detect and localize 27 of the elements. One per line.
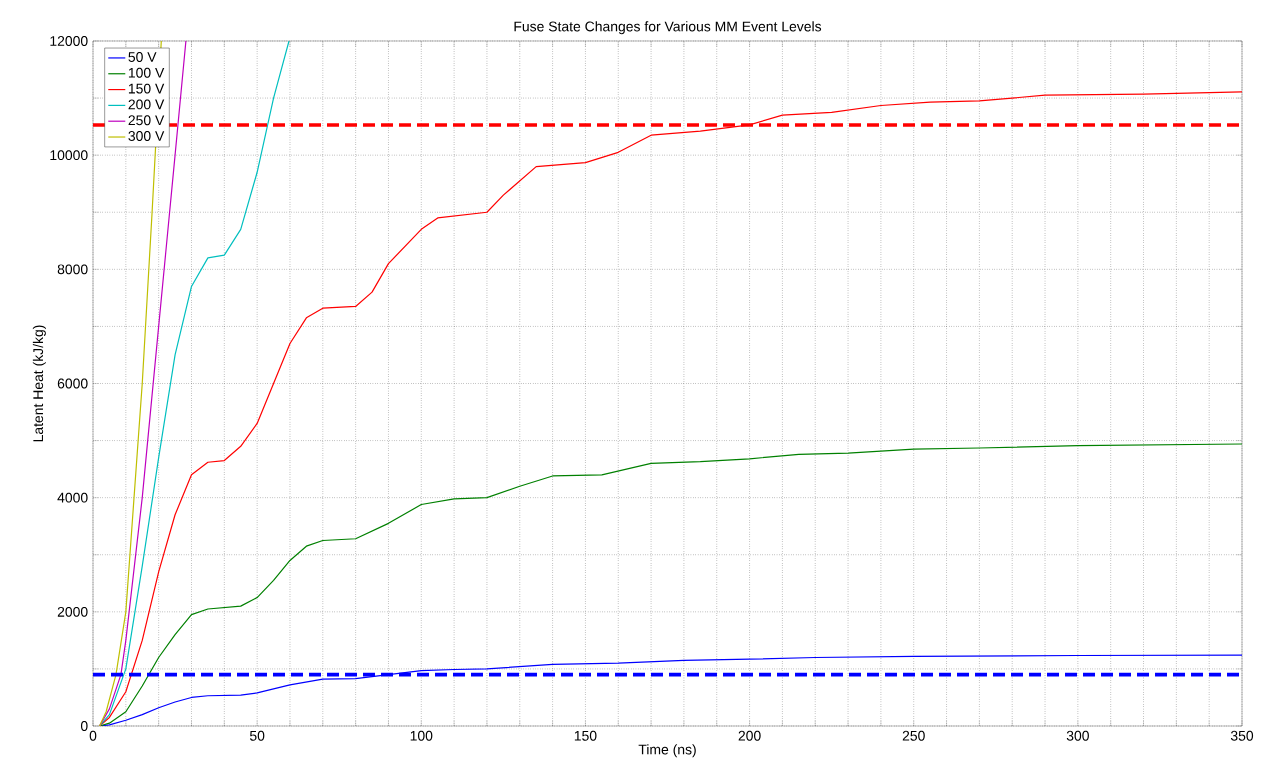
y-tick-label: 10000 xyxy=(50,150,88,161)
legend-label: 200 V xyxy=(128,99,165,110)
x-tick-label: 50 xyxy=(249,730,265,741)
y-tick-label: 4000 xyxy=(57,492,88,503)
legend-label: 50 V xyxy=(128,52,157,62)
y-tick-label: 12000 xyxy=(50,36,88,46)
x-tick-label: 350 xyxy=(1230,730,1254,741)
legend-label: 150 V xyxy=(128,83,165,94)
line-series xyxy=(98,40,187,726)
y-axis-title: Latent Heat (kJ/kg) xyxy=(32,325,46,442)
y-tick-label: 6000 xyxy=(57,378,88,389)
legend-label: 250 V xyxy=(128,115,165,126)
x-tick-label: 300 xyxy=(1066,730,1089,741)
chart-title: Fuse State Changes for Various MM Event Levels xyxy=(514,21,822,35)
legend-label: 300 V xyxy=(128,131,165,141)
line-series xyxy=(98,443,1242,726)
y-tick-label: 8000 xyxy=(57,264,88,275)
x-tick-label: 0 xyxy=(89,730,97,741)
x-tick-label: 200 xyxy=(738,730,761,741)
x-tick-label: 100 xyxy=(410,730,433,741)
legend-label: 100 V xyxy=(128,67,165,78)
x-axis-title: Time (ns) xyxy=(638,744,696,758)
y-tick-label: 0 xyxy=(80,721,88,731)
y-tick-label: 2000 xyxy=(57,606,88,617)
x-tick-label: 250 xyxy=(902,730,925,741)
x-tick-label: 150 xyxy=(574,730,597,741)
line-series xyxy=(98,40,290,726)
